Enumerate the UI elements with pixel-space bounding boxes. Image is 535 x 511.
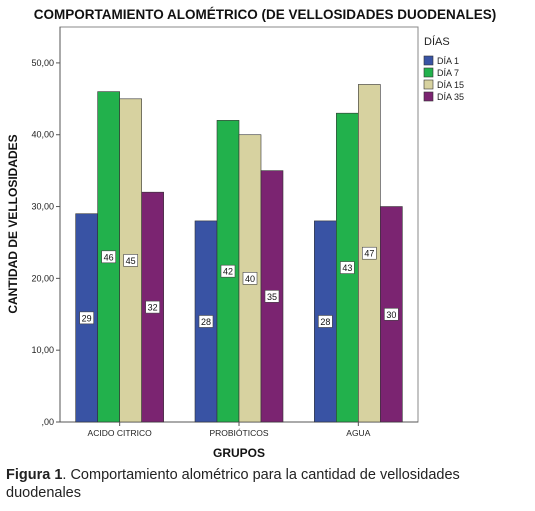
legend-swatch [423,91,434,102]
data-label: 28 [320,317,330,327]
data-label-box [79,311,94,325]
data-label: 47 [364,249,374,259]
x-tick-label: PROBIÓTICOS [209,428,268,438]
y-tick-label: 50,00 [31,58,54,68]
y-axis-label: CANTIDAD DE VELLOSIDADES [6,134,20,313]
data-label-box [384,307,399,321]
y-tick-label: ,00 [41,417,54,427]
bars-group: 29 46 45 32 28 42 40 35 28 43 47 30 [75,84,403,423]
x-axis-label: GRUPOS [213,446,265,460]
y-tick-label: 30,00 [31,202,54,212]
legend-label: DÍA 1 [437,56,459,66]
legend-title: DÍAS [424,35,450,48]
data-label-box [340,261,355,274]
data-label: 43 [342,263,352,273]
y-axis-ticks: ,00 10,00 20,00 30,00 40,00 50,00 [31,58,60,427]
legend-label: DÍA 35 [437,92,464,102]
legend-swatch [423,55,434,66]
x-tick-label: AGUA [346,428,370,438]
y-tick-label: 40,00 [31,130,54,140]
data-label-box [123,254,138,267]
y-tick-label: 10,00 [31,345,54,355]
legend-swatch [423,79,434,90]
data-label: 45 [126,256,136,266]
bar-chart: COMPORTAMIENTO ALOMÉTRICO (DE VELLOSIDAD… [6,7,497,460]
data-label: 35 [267,292,277,302]
legend-label: DÍA 15 [437,80,464,90]
data-label-box [145,300,160,314]
data-label-box [101,250,116,264]
data-label-box [362,246,377,260]
x-tick-label: ACIDO CITRICO [88,428,153,438]
data-label-box [198,315,214,328]
legend: DÍAS DÍA 1 DÍA 7 DÍA 15 DÍA 35 [423,35,464,102]
data-label-box [242,272,258,285]
y-tick-label: 20,00 [31,273,54,283]
legend-swatch [423,67,434,78]
figure-caption: Figura 1. Comportamiento alométrico para… [6,466,531,502]
data-label-box [264,290,280,303]
data-label-box [318,315,333,328]
data-label: 32 [148,303,158,313]
data-label: 46 [104,252,114,262]
x-axis-ticks: ACIDO CITRICO PROBIÓTICOS AGUA [88,422,371,438]
data-label-box [220,264,236,278]
figure-caption-text: . Comportamiento alométrico para la cant… [6,467,460,501]
figure-caption-label: Figura 1 [6,467,63,483]
data-label: 30 [386,310,396,320]
data-label: 42 [223,267,233,277]
data-label: 28 [201,317,211,327]
chart-title: COMPORTAMIENTO ALOMÉTRICO (DE VELLOSIDAD… [34,7,497,22]
legend-label: DÍA 7 [437,68,459,78]
data-label: 29 [82,313,92,323]
data-label: 40 [245,274,255,284]
